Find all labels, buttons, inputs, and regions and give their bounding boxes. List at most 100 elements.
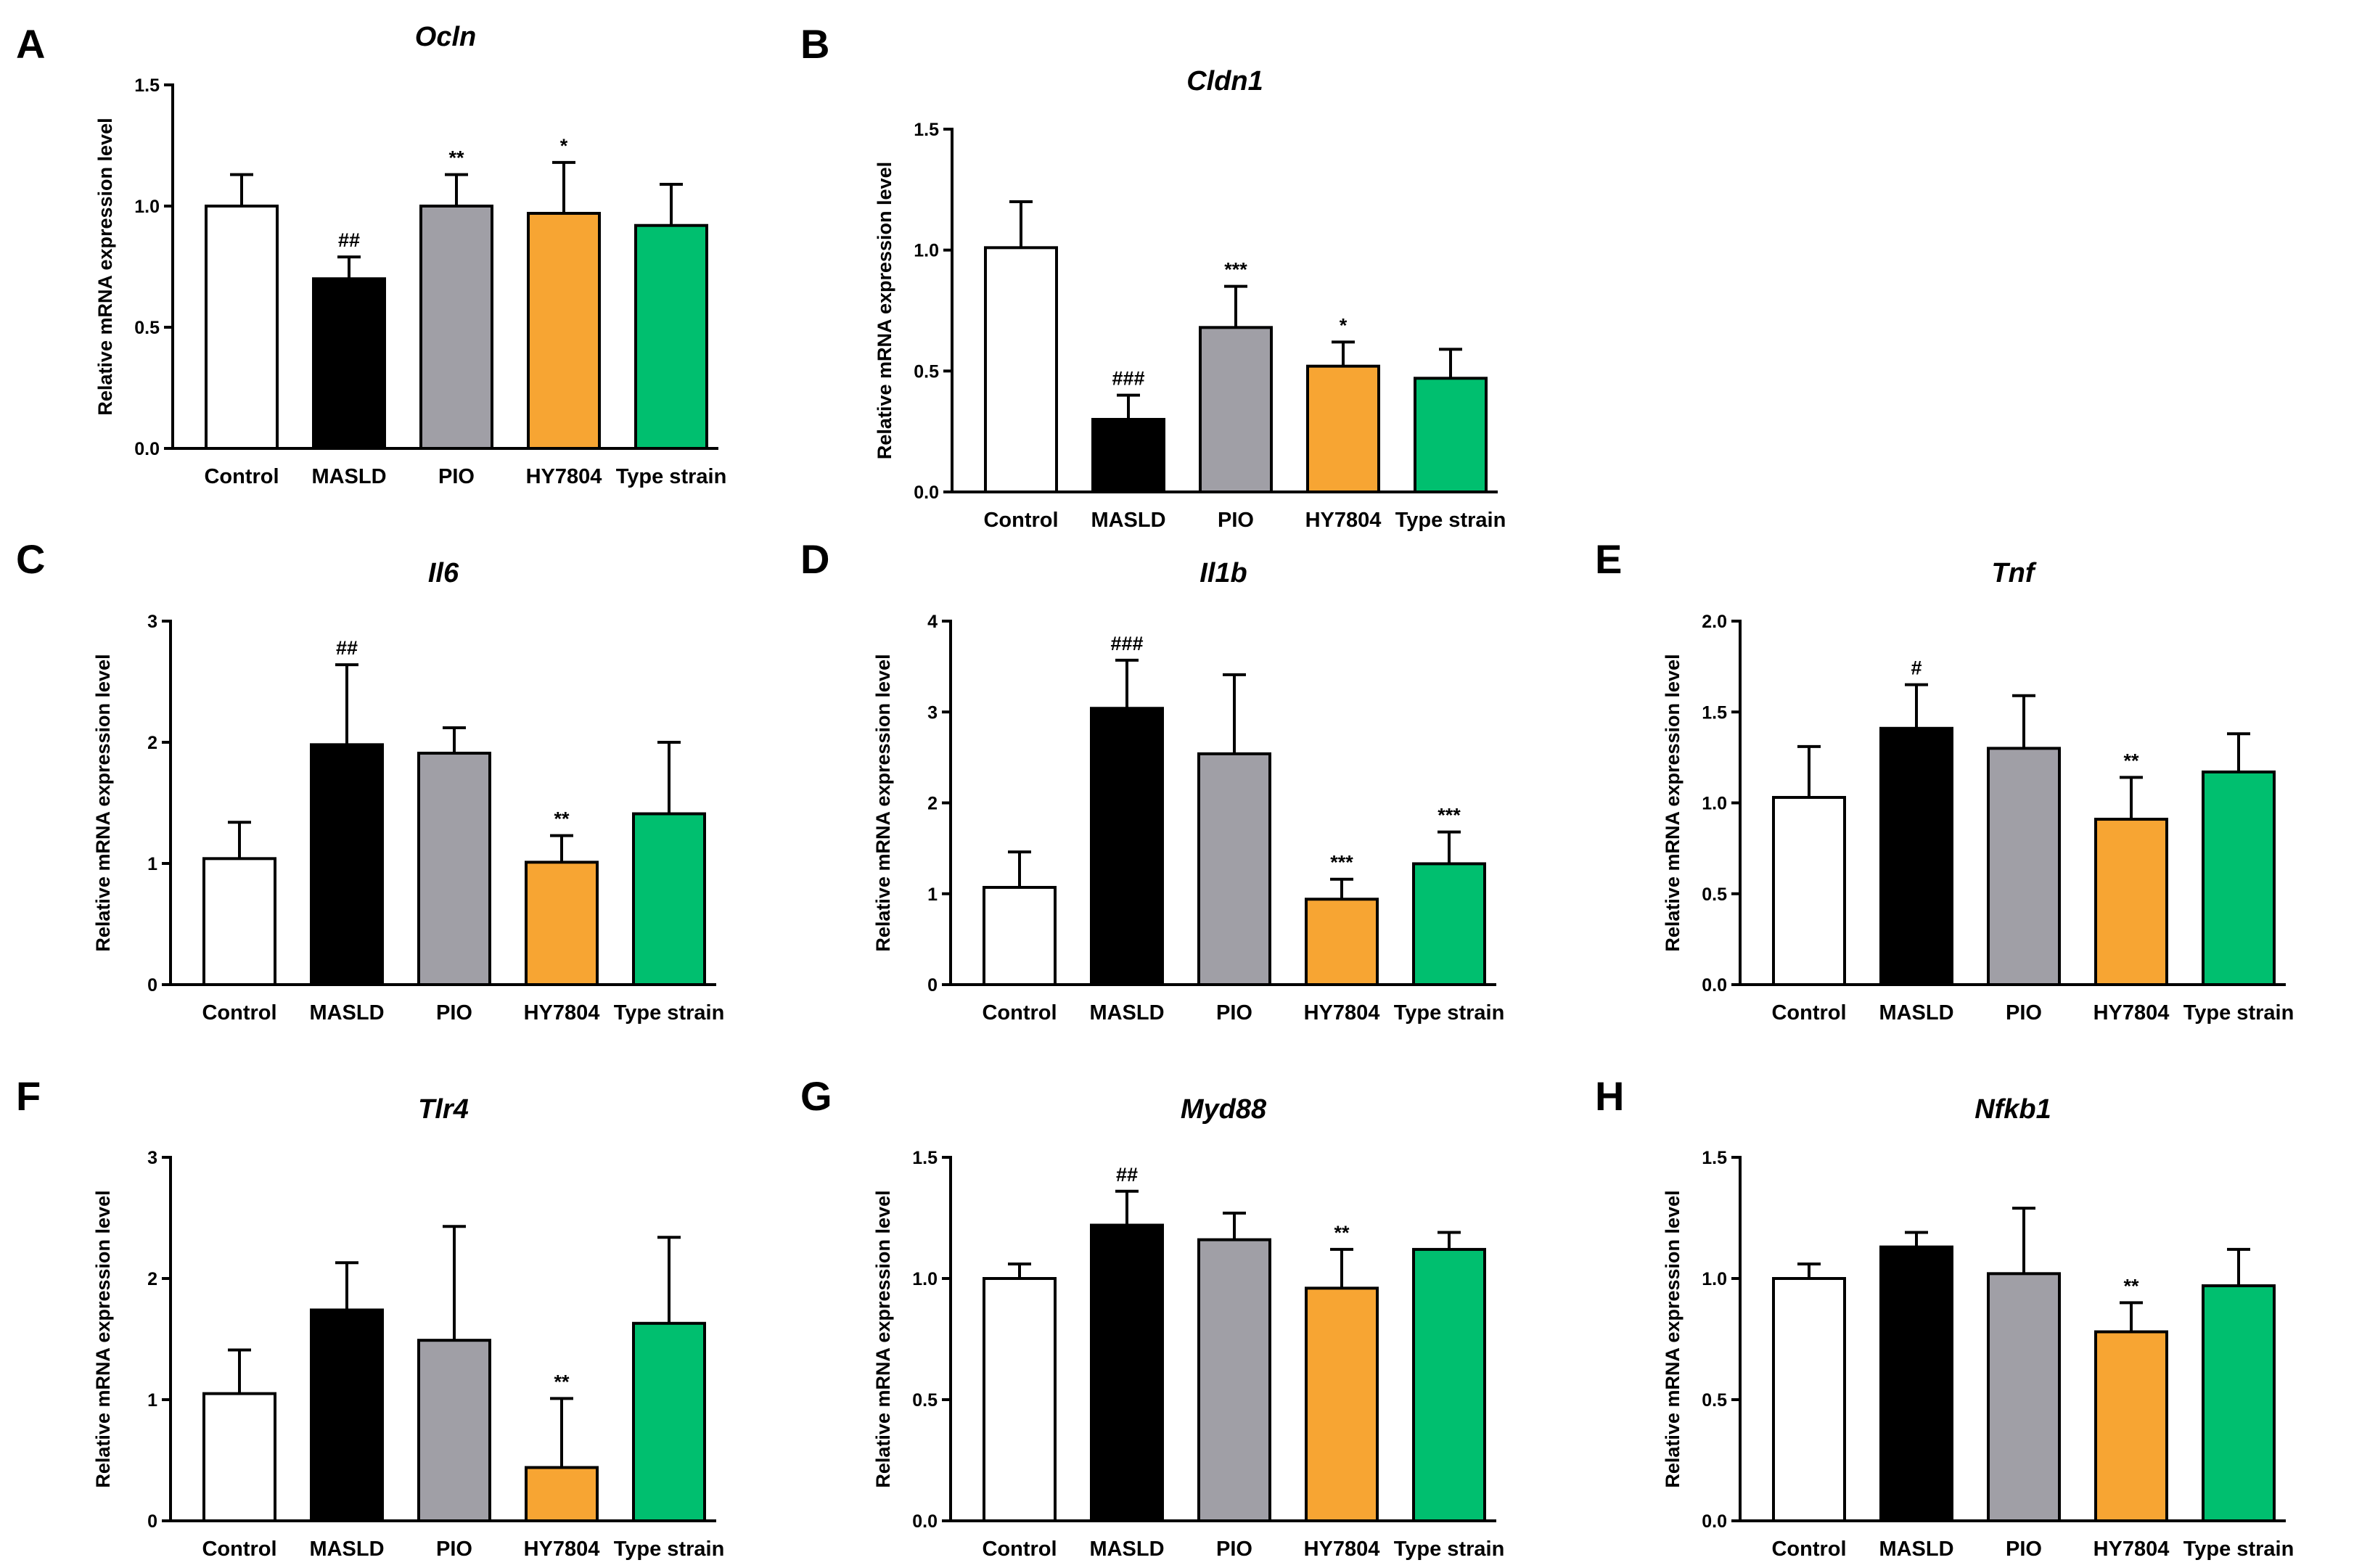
bar-hy7804 bbox=[525, 861, 599, 986]
y-tick-label: 1.0 bbox=[1702, 1269, 1727, 1289]
significance-label: *** bbox=[1438, 805, 1461, 826]
y-tick-label: 0.0 bbox=[134, 439, 160, 459]
bar-pio bbox=[1197, 1238, 1271, 1523]
bar-pio bbox=[1987, 1272, 2061, 1522]
y-tick-label: 3 bbox=[927, 702, 938, 723]
panel-letter: C bbox=[16, 536, 45, 582]
panel-title: Cldn1 bbox=[1186, 66, 1263, 97]
significance-label: ### bbox=[1110, 633, 1143, 654]
x-category-label: HY7804 bbox=[524, 1001, 600, 1025]
y-tick-label: 1 bbox=[927, 884, 938, 905]
significance-label: ## bbox=[336, 637, 358, 659]
x-category-label: PIO bbox=[2006, 1538, 2042, 1561]
bar-hy7804 bbox=[2094, 1330, 2168, 1522]
significance-label: *** bbox=[1330, 852, 1353, 874]
x-category-label: HY7804 bbox=[526, 465, 602, 488]
bar-pio bbox=[1197, 752, 1271, 986]
y-axis-label: Relative mRNA expression level bbox=[872, 1190, 894, 1487]
significance-label: *** bbox=[1224, 259, 1247, 281]
panel-letter: G bbox=[800, 1073, 832, 1119]
y-tick-label: 0 bbox=[147, 975, 157, 996]
y-axis-label: Relative mRNA expression level bbox=[94, 118, 116, 415]
bar-hy7804 bbox=[525, 1466, 599, 1523]
bar-control bbox=[205, 205, 279, 450]
bar-hy7804 bbox=[1305, 1286, 1379, 1522]
x-category-label: Type strain bbox=[614, 1001, 725, 1025]
bar-control bbox=[1772, 1277, 1846, 1522]
panel-title: Nfkb1 bbox=[1974, 1094, 2051, 1125]
bar-control bbox=[1772, 795, 1846, 986]
x-category-label: Control bbox=[1771, 1001, 1846, 1025]
x-category-label: PIO bbox=[436, 1001, 472, 1025]
x-category-label: Type strain bbox=[1394, 1538, 1505, 1561]
y-tick-label: 0.0 bbox=[914, 483, 939, 503]
bar-type-strain bbox=[632, 812, 706, 987]
x-category-label: MASLD bbox=[1089, 1001, 1164, 1025]
significance-label: ## bbox=[1116, 1164, 1138, 1186]
bar-pio bbox=[1987, 747, 2061, 986]
panel-title: Myd88 bbox=[1181, 1094, 1267, 1125]
y-tick-label: 2 bbox=[927, 794, 938, 814]
x-category-label: Type strain bbox=[1395, 509, 1506, 532]
x-category-label: HY7804 bbox=[2093, 1538, 2170, 1561]
x-category-label: Type strain bbox=[2183, 1001, 2294, 1025]
bar-control bbox=[202, 1392, 276, 1523]
x-category-label: PIO bbox=[1216, 1001, 1252, 1025]
significance-label: ** bbox=[1334, 1222, 1350, 1244]
bar-masld bbox=[1879, 1245, 1953, 1522]
bar-type-strain bbox=[1412, 862, 1486, 986]
x-category-label: MASLD bbox=[311, 465, 386, 488]
panel-h: H Nfkb1 Relative mRNA expression level 0.0 0… bbox=[1595, 1073, 2294, 1561]
x-category-label: MASLD bbox=[1091, 509, 1165, 532]
y-axis-label: Relative mRNA expression level bbox=[92, 1190, 114, 1487]
y-tick-label: 0 bbox=[927, 975, 938, 996]
x-category-label: MASLD bbox=[309, 1538, 384, 1561]
bar-masld bbox=[1879, 726, 1953, 986]
bar-hy7804 bbox=[1306, 364, 1380, 493]
panel-title: Ocln bbox=[415, 22, 476, 52]
significance-label: ## bbox=[338, 229, 360, 251]
y-tick-label: 2 bbox=[147, 733, 157, 753]
bar-type-strain bbox=[1412, 1247, 1486, 1523]
panel-letter: B bbox=[800, 21, 829, 67]
x-category-label: Control bbox=[202, 1001, 276, 1025]
bar-control bbox=[983, 1277, 1057, 1522]
x-category-label: PIO bbox=[438, 465, 475, 488]
y-tick-label: 0.5 bbox=[914, 361, 939, 382]
panel-d: D Il1b Relative mRNA expression level 0 1 2 3 4… bbox=[800, 536, 1504, 1025]
x-category-label: Control bbox=[1771, 1538, 1846, 1561]
x-category-label: HY7804 bbox=[524, 1538, 600, 1561]
panel-a: A Ocln Relative mRNA expression level 0.0 0.… bbox=[16, 21, 726, 488]
y-axis-label: Relative mRNA expression level bbox=[1662, 654, 1684, 951]
y-tick-label: 1.0 bbox=[914, 241, 939, 261]
bar-masld bbox=[1091, 418, 1165, 493]
panel-b: B Cldn1 Relative mRNA expression level 0.0 0… bbox=[800, 21, 1506, 532]
x-category-label: MASLD bbox=[1879, 1001, 1953, 1025]
x-category-label: HY7804 bbox=[1305, 509, 1382, 532]
panel-letter: D bbox=[800, 536, 829, 582]
y-tick-label: 1.5 bbox=[1702, 702, 1727, 723]
significance-label: ** bbox=[2123, 750, 2139, 771]
y-axis-label: Relative mRNA expression level bbox=[872, 654, 894, 951]
significance-label: ** bbox=[448, 147, 464, 169]
x-category-label: Control bbox=[983, 509, 1058, 532]
significance-label: ### bbox=[1112, 368, 1144, 390]
bar-masld bbox=[1090, 707, 1164, 986]
x-category-label: MASLD bbox=[1089, 1538, 1164, 1561]
bar-type-strain bbox=[634, 223, 708, 450]
bar-masld bbox=[1090, 1223, 1164, 1523]
y-tick-label: 0.0 bbox=[1702, 1511, 1727, 1532]
bar-hy7804 bbox=[2094, 818, 2168, 987]
x-category-label: Type strain bbox=[616, 465, 727, 488]
x-category-label: HY7804 bbox=[1304, 1538, 1380, 1561]
bar-pio bbox=[419, 205, 493, 450]
bar-pio bbox=[417, 1339, 491, 1523]
significance-label: ** bbox=[2123, 1275, 2139, 1297]
panel-letter: A bbox=[16, 21, 45, 67]
x-category-label: PIO bbox=[1218, 509, 1254, 532]
y-tick-label: 2.0 bbox=[1702, 612, 1727, 632]
bar-hy7804 bbox=[1305, 898, 1379, 987]
bar-pio bbox=[417, 752, 491, 987]
significance-label: # bbox=[1911, 657, 1922, 679]
